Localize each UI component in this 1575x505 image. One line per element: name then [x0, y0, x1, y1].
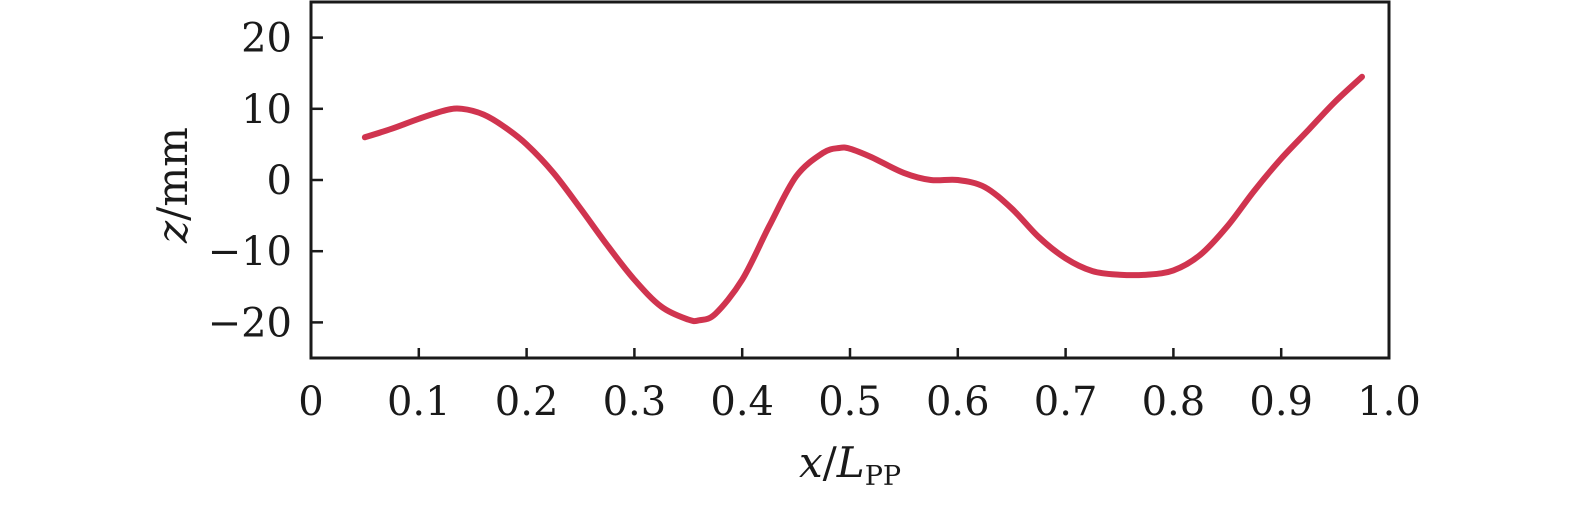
x-tick-label-5: 0.5 — [818, 379, 882, 425]
data-point-36 — [1251, 188, 1257, 194]
x-tick-label-7: 0.7 — [1034, 379, 1098, 425]
data-point-6 — [502, 124, 508, 130]
data-point-18 — [793, 173, 799, 179]
data-point-34 — [1197, 252, 1203, 258]
series-layer — [361, 73, 1365, 325]
data-point-32 — [1143, 272, 1150, 278]
data-point-27 — [1009, 205, 1015, 212]
data-point-25 — [955, 177, 961, 183]
data-point-13 — [685, 317, 691, 323]
data-point-9 — [577, 205, 584, 212]
data-point-16 — [739, 277, 745, 283]
y-axis-label: z/mm — [148, 127, 197, 244]
data-point-23 — [901, 170, 907, 176]
x-tick-label-9: 0.9 — [1249, 379, 1313, 425]
x-tick-label-6: 0.6 — [926, 379, 990, 425]
y-tick-label-2: 0 — [267, 158, 292, 204]
data-point-19 — [820, 150, 826, 156]
data-point-29 — [1063, 255, 1069, 261]
data-point-21 — [847, 146, 853, 152]
y-tick-label-3: −10 — [208, 229, 292, 275]
data-point-4 — [459, 106, 465, 112]
x-tick-label-0: 0 — [298, 379, 323, 425]
data-point-35 — [1224, 223, 1230, 229]
data-point-14 — [696, 317, 702, 323]
data-point-31 — [1116, 272, 1123, 278]
data-point-37 — [1278, 156, 1284, 162]
plot-frame — [309, 0, 1391, 360]
data-point-0 — [362, 134, 368, 140]
data-point-33 — [1170, 267, 1176, 273]
x-tick-label-4: 0.4 — [710, 379, 774, 425]
x-tick-label-3: 0.3 — [603, 379, 667, 425]
data-point-11 — [631, 277, 638, 283]
x-tick-label-10: 1.0 — [1357, 379, 1421, 425]
data-point-10 — [604, 242, 611, 249]
data-point-1 — [389, 126, 395, 132]
data-point-20 — [836, 145, 842, 151]
data-point-26 — [982, 184, 988, 190]
y-tick-label-4: −20 — [208, 300, 292, 346]
data-point-12 — [658, 304, 665, 310]
x-tick-label-1: 0.1 — [387, 379, 451, 425]
data-point-40 — [1359, 74, 1365, 80]
data-point-3 — [443, 107, 449, 113]
tick-marks — [309, 36, 1391, 358]
y-tick-label-1: 10 — [241, 87, 292, 133]
data-point-38 — [1305, 127, 1311, 133]
x-tick-label-8: 0.8 — [1142, 379, 1206, 425]
data-point-7 — [524, 141, 530, 147]
data-point-24 — [928, 177, 934, 183]
data-point-2 — [416, 116, 422, 122]
data-point-22 — [869, 154, 875, 160]
data-point-28 — [1036, 234, 1042, 240]
y-tick-label-0: 20 — [241, 16, 292, 62]
data-point-15 — [712, 311, 718, 317]
series-line-0 — [361, 73, 1365, 325]
tick-labels: 0 0.1 0.2 0.3 0.4 0.5 0.6 0.7 0.8 0.9 1.0 20 10 0 −10 −… — [208, 16, 1421, 425]
data-point-39 — [1332, 99, 1338, 105]
data-point-8 — [550, 170, 557, 176]
data-point-5 — [480, 111, 487, 118]
data-point-17 — [766, 223, 772, 229]
data-point-30 — [1089, 268, 1096, 274]
x-tick-label-2: 0.2 — [495, 379, 559, 425]
x-axis-label: x/LPP — [799, 438, 901, 492]
